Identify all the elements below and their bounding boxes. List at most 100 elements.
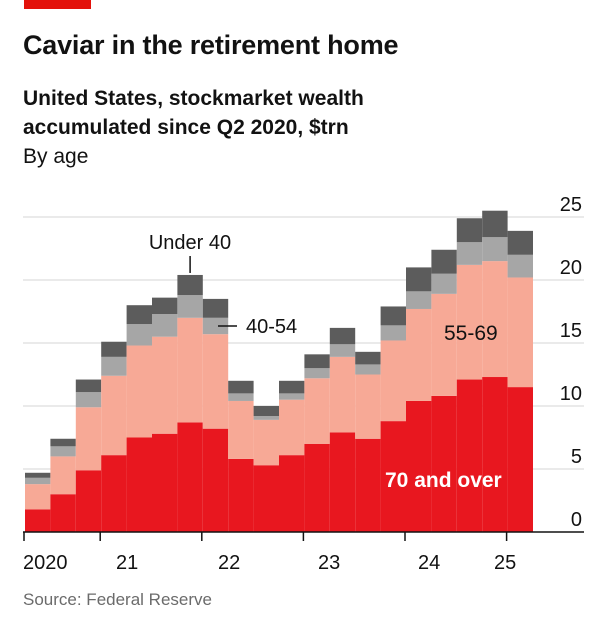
bar-segment-70-and-over — [431, 395, 457, 532]
y-tick-label: 5 — [571, 446, 582, 468]
bar-segment-55-69 — [152, 336, 178, 434]
source-note: Source: Federal Reserve — [23, 590, 212, 609]
y-tick-label: 25 — [560, 194, 582, 216]
brand-accent-bar — [24, 0, 91, 9]
bar-segment-70-and-over — [456, 379, 483, 532]
chart-subtitle-by-age: By age — [23, 145, 89, 168]
bar-segment-under-40 — [329, 327, 356, 345]
y-tick-label: 15 — [560, 320, 582, 342]
bar-segment-40-54 — [152, 314, 178, 337]
annotation-70-and-over: 70 and over — [385, 469, 502, 492]
bar-segment-under-40 — [355, 351, 381, 365]
bar-segment-under-40 — [75, 379, 102, 393]
bar-segment-40-54 — [202, 317, 229, 335]
bar-segment-under-40 — [253, 406, 279, 417]
bar-segment-55-69 — [304, 378, 330, 444]
bar-segment-70-and-over — [152, 433, 178, 532]
bar-segment-40-54 — [380, 325, 406, 341]
bar-segment-40-54 — [101, 356, 127, 376]
bars — [25, 210, 533, 532]
bar-segment-40-54 — [456, 242, 483, 265]
bar-segment-70-and-over — [50, 494, 76, 532]
y-tick-label: 10 — [560, 383, 582, 405]
bar-segment-under-40 — [380, 306, 406, 326]
bar-segment-40-54 — [482, 237, 508, 262]
bar-segment-40-54 — [50, 446, 76, 457]
bar-segment-40-54 — [228, 393, 254, 401]
x-tick-label: 24 — [418, 552, 440, 574]
bar-segment-55-69 — [329, 356, 356, 433]
annotation-55-69: 55-69 — [444, 322, 498, 345]
bar-segment-under-40 — [482, 210, 508, 238]
x-tick-label: 23 — [318, 552, 340, 574]
bar-segment-70-and-over — [25, 509, 51, 532]
bar-segment-under-40 — [126, 305, 152, 325]
bar-segment-55-69 — [101, 375, 127, 456]
bar-segment-55-69 — [431, 293, 457, 396]
bar-segment-70-and-over — [482, 377, 508, 532]
bar-segment-70-and-over — [253, 465, 279, 532]
bar-segment-70-and-over — [355, 438, 381, 532]
bar-segment-under-40 — [304, 354, 330, 369]
bar-segment-70-and-over — [228, 458, 254, 532]
y-axis-ticks: 0 5 10 15 20 25 — [560, 194, 582, 531]
annotation-under-40: Under 40 — [149, 232, 231, 254]
bar-segment-under-40 — [406, 267, 432, 292]
bar-segment-40-54 — [75, 392, 102, 408]
bar-segment-under-40 — [152, 297, 178, 315]
bar-segment-70-and-over — [101, 455, 127, 532]
bar-segment-under-40 — [228, 380, 254, 394]
bar-segment-70-and-over — [304, 443, 330, 532]
bar-segment-40-54 — [177, 295, 203, 318]
bar-segment-40-54 — [279, 393, 305, 400]
bar-segment-under-40 — [431, 249, 457, 274]
bar-segment-70-and-over — [507, 387, 533, 532]
bar-segment-55-69 — [50, 456, 76, 495]
bar-segment-under-40 — [202, 298, 229, 318]
bar-segment-under-40 — [507, 230, 533, 255]
bar-segment-70-and-over — [126, 437, 152, 532]
bar-segment-70-and-over — [75, 470, 102, 532]
bar-segment-55-69 — [25, 484, 51, 510]
bar-segment-under-40 — [101, 341, 127, 357]
bar-segment-55-69 — [406, 308, 432, 401]
bar-segment-under-40 — [279, 380, 305, 394]
chart-title: Caviar in the retirement home — [23, 30, 399, 60]
bar-segment-55-69 — [177, 317, 203, 423]
bar-segment-55-69 — [253, 419, 279, 466]
bar-segment-55-69 — [380, 340, 406, 422]
bar-segment-55-69 — [228, 400, 254, 459]
bar-segment-40-54 — [253, 416, 279, 420]
x-tick-label: 22 — [218, 552, 240, 574]
annotations: Under 40 40-54 55-69 70 and over — [149, 232, 502, 492]
bar-segment-under-40 — [456, 218, 483, 243]
bar-segment-70-and-over — [406, 400, 432, 532]
chart-subtitle: United States, stockmarket wealth accumu… — [23, 87, 364, 139]
bar-segment-under-40 — [50, 438, 76, 447]
bar-segment-55-69 — [279, 399, 305, 456]
bar-segment-under-40 — [177, 274, 203, 296]
bar-segment-70-and-over — [380, 421, 406, 532]
x-tick-label: 25 — [494, 552, 516, 574]
bar-segment-70-and-over — [279, 455, 305, 532]
bar-segment-40-54 — [304, 368, 330, 379]
bar-segment-55-69 — [202, 334, 229, 429]
y-tick-label: 0 — [571, 509, 582, 531]
bar-segment-40-54 — [126, 324, 152, 346]
x-tick-label: 2020 — [23, 552, 68, 574]
annotation-40-54: 40-54 — [246, 316, 297, 338]
bar-segment-40-54 — [406, 291, 432, 309]
x-tick-label: 21 — [116, 552, 138, 574]
bar-segment-55-69 — [507, 277, 533, 388]
bar-segment-55-69 — [482, 261, 508, 378]
bar-segment-40-54 — [329, 344, 356, 357]
chart-subtitle-block: United States, stockmarket wealth accumu… — [23, 84, 443, 171]
bar-segment-55-69 — [355, 374, 381, 439]
y-tick-label: 20 — [560, 257, 582, 279]
bar-segment-55-69 — [126, 345, 152, 438]
bar-segment-55-69 — [456, 264, 483, 380]
bar-segment-70-and-over — [202, 428, 229, 532]
x-axis: 2020 21 22 23 24 25 — [23, 531, 584, 574]
bar-segment-40-54 — [25, 477, 51, 485]
